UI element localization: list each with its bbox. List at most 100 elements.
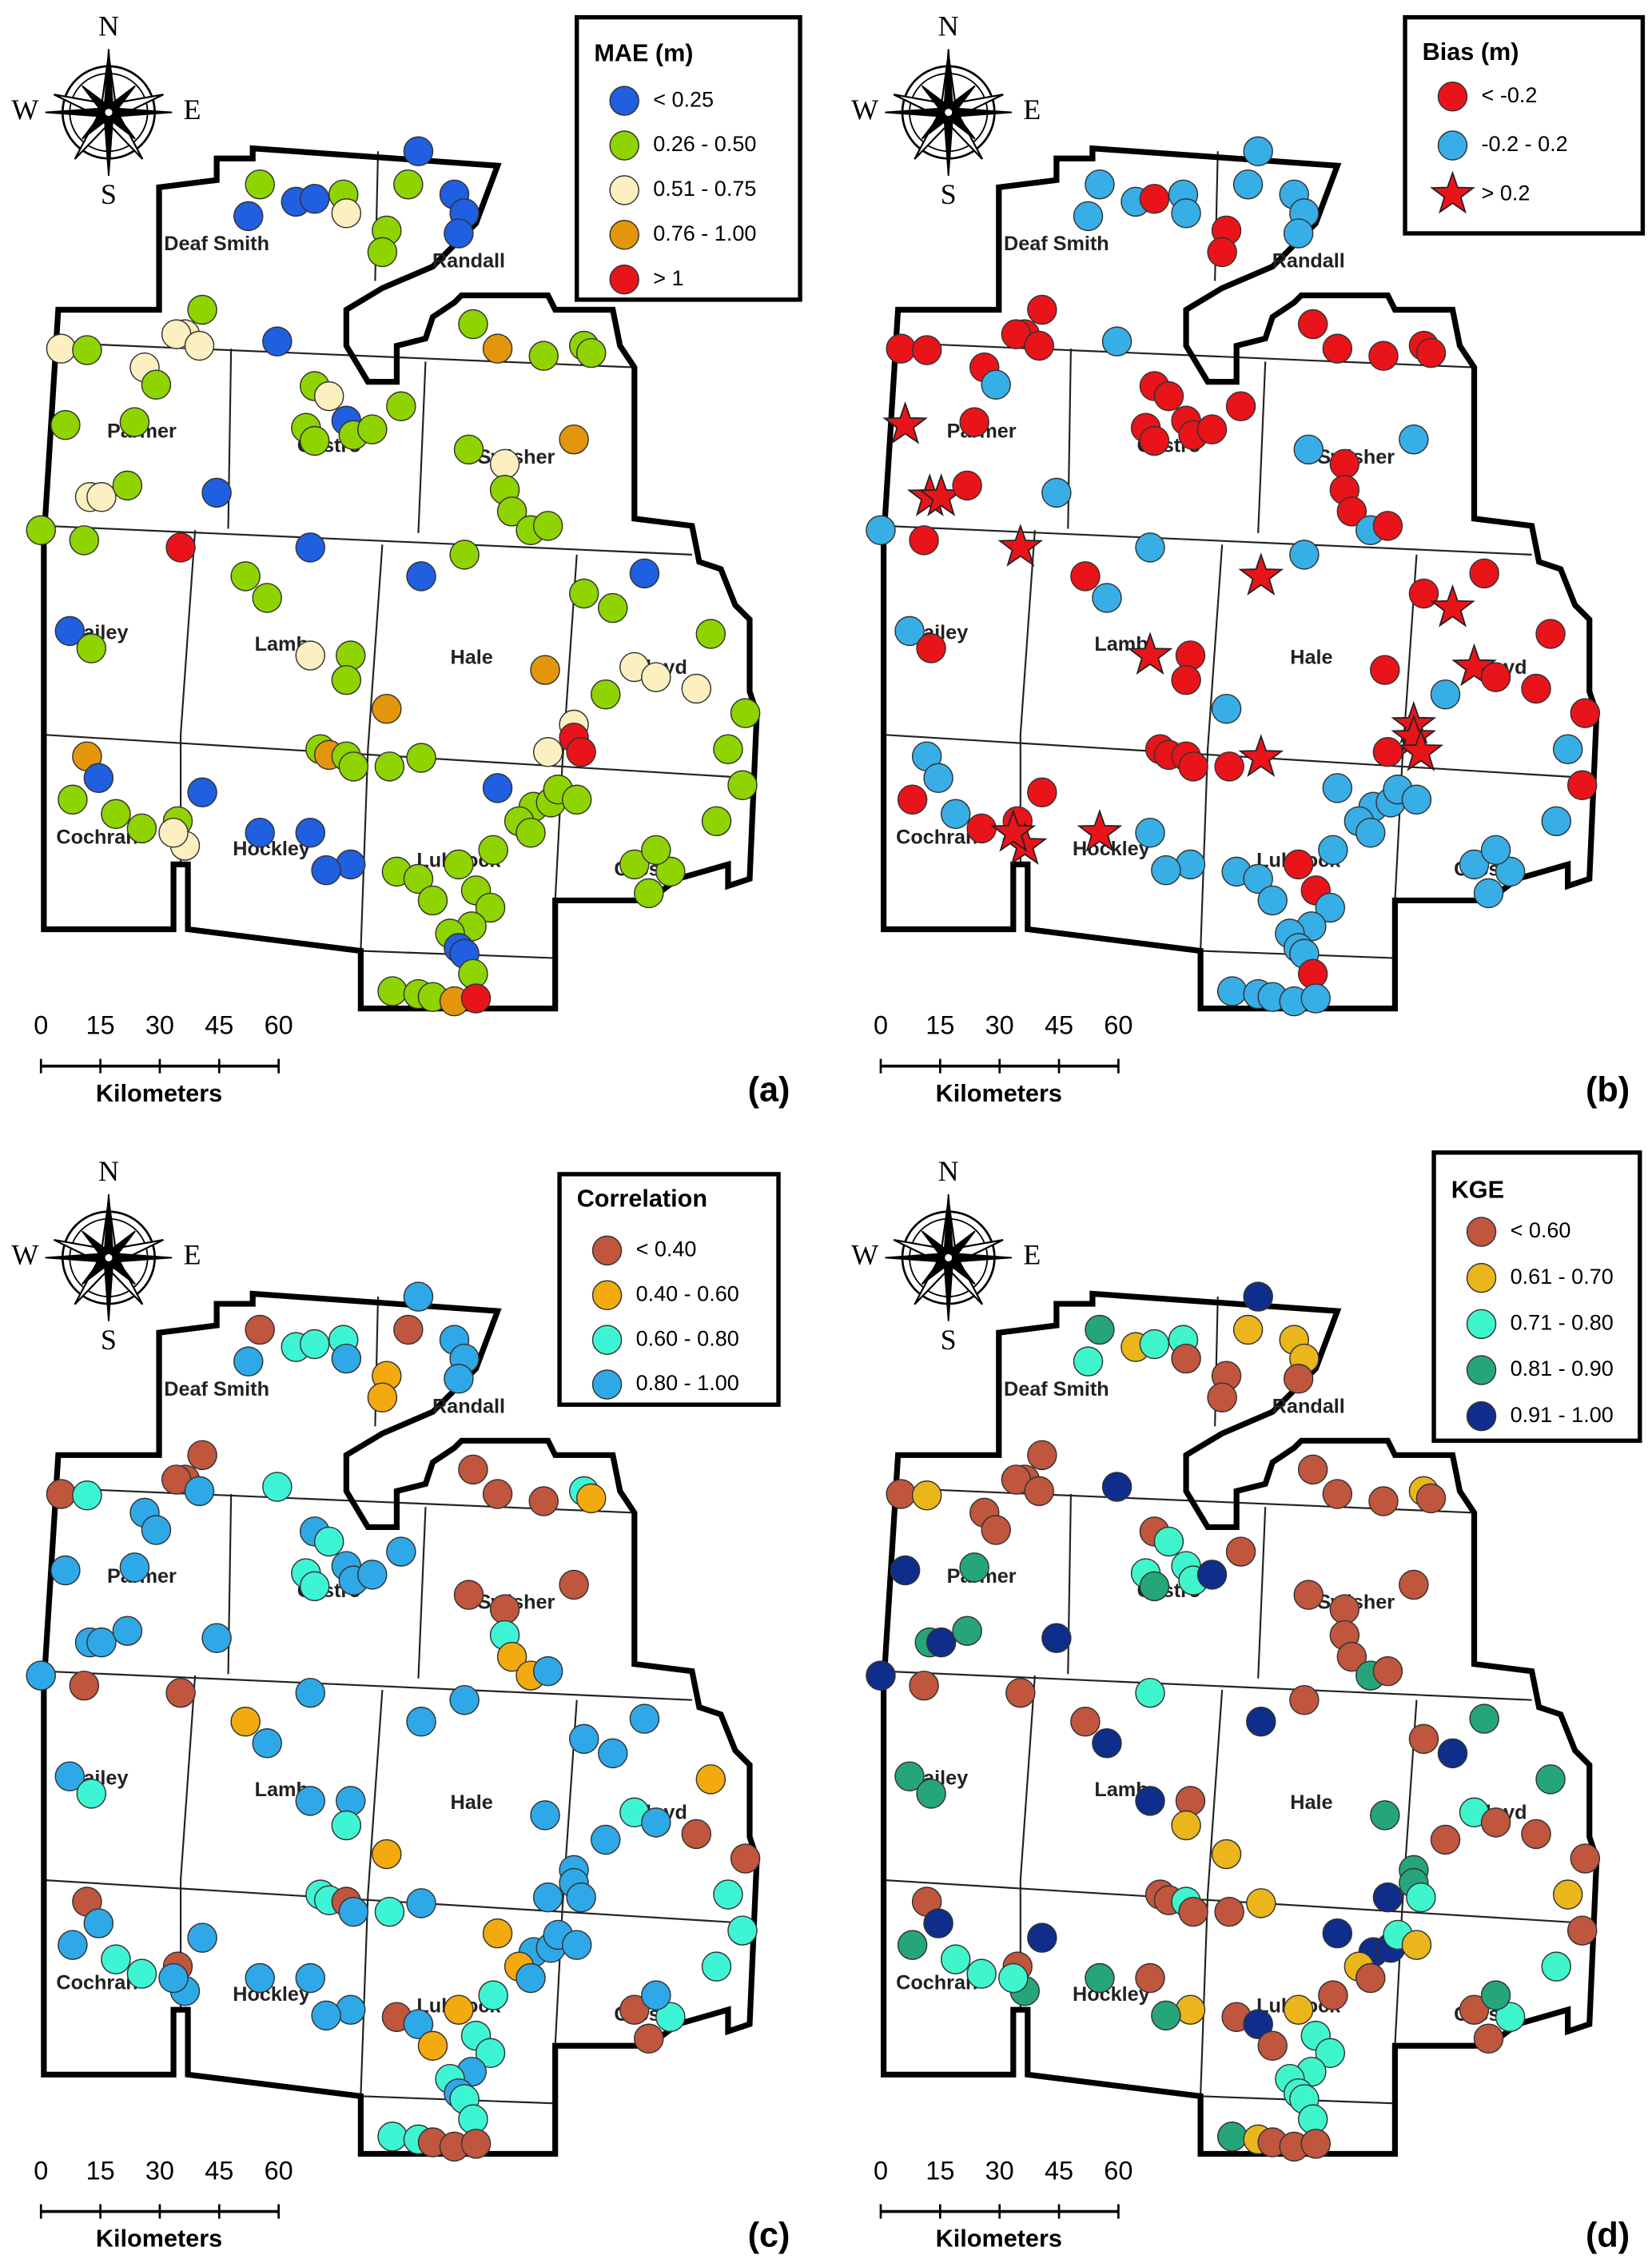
station xyxy=(701,806,732,837)
legend-symbol xyxy=(1466,1262,1497,1293)
legend-symbol xyxy=(1466,1217,1497,1247)
scale-label: 30 xyxy=(145,2156,174,2185)
station xyxy=(331,664,362,695)
station xyxy=(641,662,671,692)
station xyxy=(916,1779,946,1809)
station xyxy=(1207,237,1237,268)
station xyxy=(295,1786,326,1816)
station xyxy=(112,470,143,501)
station xyxy=(1073,201,1104,232)
station xyxy=(1368,341,1399,371)
station xyxy=(295,532,326,563)
station xyxy=(460,983,492,1014)
station xyxy=(1139,183,1170,214)
legend-symbol xyxy=(1430,170,1475,214)
station xyxy=(897,784,928,815)
legend-label: < 0.25 xyxy=(653,87,714,111)
county-label: Hale xyxy=(1290,646,1332,668)
station xyxy=(940,799,971,830)
legend-symbol xyxy=(609,220,639,250)
station xyxy=(475,2038,506,2069)
station xyxy=(230,1706,261,1737)
station xyxy=(1217,2122,1248,2152)
station xyxy=(1473,878,1504,909)
scale-label: 15 xyxy=(926,2156,954,2185)
station xyxy=(1566,770,1598,800)
station xyxy=(966,1958,997,1989)
station xyxy=(713,734,743,764)
station xyxy=(926,1627,957,1658)
station xyxy=(393,169,424,200)
station xyxy=(629,1703,660,1734)
station xyxy=(1027,1922,1057,1953)
station xyxy=(1372,1655,1403,1687)
station xyxy=(1289,1684,1320,1715)
county-label: Randall xyxy=(432,1396,505,1418)
compass-south: S xyxy=(101,178,117,210)
station xyxy=(568,578,599,609)
county-label: Cochran xyxy=(56,827,137,849)
scale-label: 45 xyxy=(205,2156,233,2185)
station xyxy=(1289,540,1320,570)
station xyxy=(1430,679,1461,710)
station xyxy=(230,561,261,592)
station xyxy=(952,1616,982,1646)
station xyxy=(69,1670,100,1701)
compass-north: N xyxy=(98,1155,119,1187)
legend-label: 0.51 - 0.75 xyxy=(653,177,756,201)
station xyxy=(1151,2000,1181,2031)
station xyxy=(532,737,563,767)
station xyxy=(1430,1824,1461,1855)
station xyxy=(1570,698,1601,728)
station xyxy=(1372,737,1403,767)
station xyxy=(1070,1706,1101,1737)
station xyxy=(1243,2009,1273,2039)
station xyxy=(338,751,369,782)
station xyxy=(367,1382,398,1412)
region-outline xyxy=(880,1290,1600,2157)
station xyxy=(458,309,488,340)
station xyxy=(1073,1346,1104,1377)
station xyxy=(1243,136,1273,166)
station xyxy=(1368,1486,1399,1516)
panel-label: (d) xyxy=(1586,2216,1630,2254)
station xyxy=(86,1627,117,1658)
scale-label: 60 xyxy=(265,2156,293,2185)
station xyxy=(1085,169,1115,200)
legend-title: MAE (m) xyxy=(594,40,693,67)
legend-box xyxy=(1431,1150,1642,1443)
county-line xyxy=(43,1670,692,1701)
station xyxy=(335,1786,366,1816)
station xyxy=(141,369,172,400)
station xyxy=(730,698,761,728)
station xyxy=(1070,561,1101,592)
county-line xyxy=(1394,1699,1418,2046)
station xyxy=(1175,1786,1206,1816)
station xyxy=(681,1819,712,1850)
station xyxy=(475,892,506,923)
station xyxy=(458,1454,488,1485)
station xyxy=(1153,380,1184,412)
station xyxy=(641,1980,671,2010)
station xyxy=(1005,1677,1036,1708)
station xyxy=(923,1908,953,1938)
scale-label: 0 xyxy=(874,1011,888,1040)
station xyxy=(331,1810,362,1841)
station xyxy=(655,2002,686,2032)
station xyxy=(561,784,592,815)
station xyxy=(245,1962,275,1994)
station xyxy=(1214,1896,1244,1927)
station xyxy=(727,770,758,800)
legend-symbol xyxy=(609,86,639,116)
station xyxy=(245,169,275,200)
station xyxy=(1135,1677,1165,1708)
station xyxy=(386,391,416,421)
station xyxy=(886,1479,916,1509)
station xyxy=(165,1677,196,1708)
station xyxy=(1401,1930,1432,1960)
station xyxy=(1171,197,1201,229)
station xyxy=(126,813,157,844)
station xyxy=(1495,2002,1526,2032)
station xyxy=(1283,849,1314,880)
station xyxy=(998,1962,1029,1994)
